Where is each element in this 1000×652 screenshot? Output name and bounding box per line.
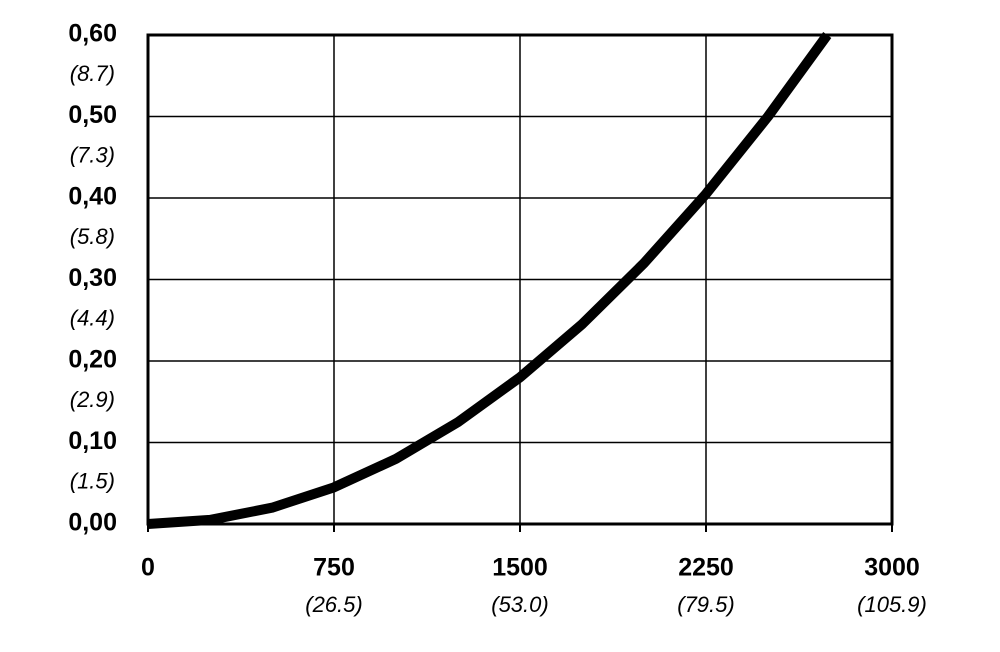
y-tick-label: 0,30 [68, 264, 117, 292]
plot-frame [146, 33, 894, 526]
y-tick-label: 0,10 [68, 427, 117, 455]
x-tick-sublabel: (79.5) [677, 592, 734, 617]
x-tick-sublabel: (105.9) [857, 592, 927, 617]
y-tick-sublabel: (5.8) [70, 224, 115, 249]
line [147, 32, 832, 529]
x-tick-label: 1500 [492, 554, 548, 582]
x-tick-label: 0 [141, 554, 155, 582]
x-tick-label: 3000 [864, 554, 920, 582]
x-tick-label: 750 [313, 554, 355, 582]
y-tick-label: 0,60 [68, 20, 117, 48]
y-tick-label: 0,00 [68, 509, 117, 537]
y-tick-sublabel: (4.4) [70, 305, 115, 330]
y-tick-sublabel: (1.5) [70, 468, 115, 493]
y-tick-label: 0,50 [68, 101, 117, 129]
y-tick-label: 0,20 [68, 346, 117, 374]
x-tick-label: 2250 [678, 554, 734, 582]
y-tick-sublabel: (7.3) [70, 142, 115, 167]
y-tick-sublabel: (8.7) [70, 61, 115, 86]
x-tick-sublabel: (53.0) [491, 592, 548, 617]
y-tick-sublabel: (2.9) [70, 387, 115, 412]
y-tick-label: 0,40 [68, 183, 117, 211]
x-tick-sublabel: (26.5) [305, 592, 362, 617]
